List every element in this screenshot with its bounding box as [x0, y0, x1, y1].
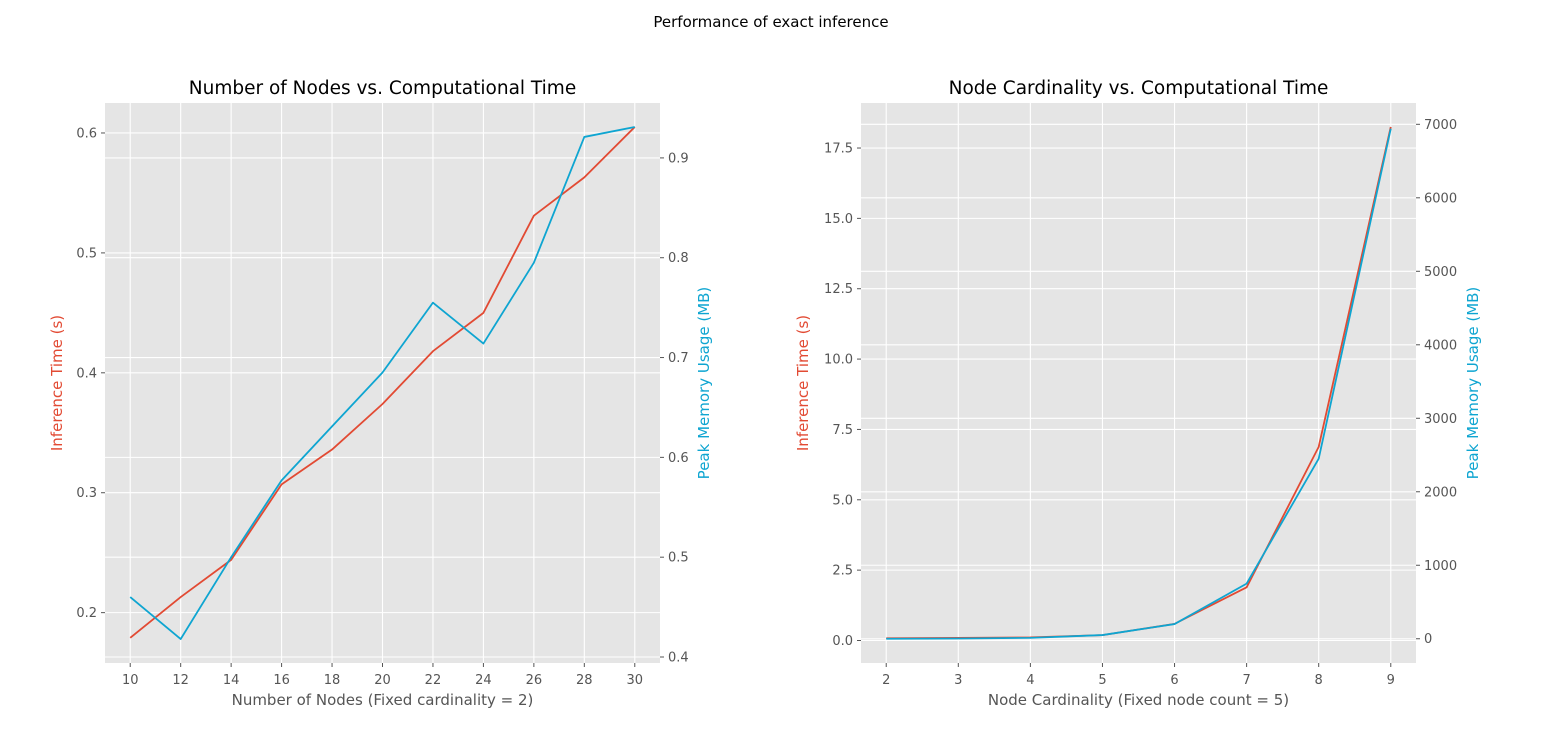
- x-tick-label: 9: [1387, 673, 1395, 688]
- x-tick-label: 16: [273, 673, 290, 688]
- y-left-tick-label: 10.0: [824, 353, 853, 368]
- x-tick-label: 6: [1170, 673, 1178, 688]
- y-right-tick-label: 2000: [1424, 485, 1457, 500]
- x-tick-label: 7: [1242, 673, 1250, 688]
- x-tick-label: 20: [374, 673, 391, 688]
- peak-memory-line: [129, 126, 635, 640]
- x-tick-label: 28: [576, 673, 593, 688]
- y-left-tick-label: 12.5: [824, 282, 853, 297]
- x-tick-label: 4: [1026, 673, 1034, 688]
- y-right-tick-label: 6000: [1424, 191, 1457, 206]
- y-left-axis-label: Inference Time (s): [48, 315, 66, 451]
- x-tick-label: 8: [1315, 673, 1323, 688]
- y-right-tick-label: 0.9: [668, 151, 689, 166]
- x-tick-label: 24: [475, 673, 492, 688]
- y-left-tick-label: 0.5: [76, 246, 97, 261]
- y-right-tick-label: 0.4: [668, 651, 689, 666]
- chart-1: 10 12 14 16 18 20 22 24 26 28 30 0.2 0.3 0.4 0.5 0.6 0.4…: [48, 78, 713, 709]
- x-tick-label: 5: [1098, 673, 1106, 688]
- y-left-tick-label: 7.5: [832, 423, 853, 438]
- chart-title: Number of Nodes vs. Computational Time: [189, 78, 576, 99]
- y-left-tick-label: 0.0: [832, 634, 853, 649]
- x-tick-label: 10: [122, 673, 139, 688]
- inference-time-line: [129, 126, 636, 639]
- y-left-tick-label: 5.0: [832, 493, 853, 508]
- x-tick-label: 3: [954, 673, 962, 688]
- x-axis-label: Node Cardinality (Fixed node count = 5): [988, 691, 1289, 709]
- peak-memory-line: [886, 128, 1392, 640]
- y-left-tick-label: 0.4: [76, 366, 97, 381]
- y-right-axis-label: Peak Memory Usage (MB): [695, 287, 713, 480]
- x-tick-label: 2: [882, 673, 890, 688]
- grid: [105, 103, 660, 663]
- chart-title: Node Cardinality vs. Computational Time: [949, 78, 1329, 99]
- x-tick-label: 22: [425, 673, 442, 688]
- x-tick-label: 12: [172, 673, 189, 688]
- y-left-tick-label: 0.2: [76, 606, 97, 621]
- x-tick-label: 26: [526, 673, 543, 688]
- x-tick-label: 18: [324, 673, 341, 688]
- figure-suptitle: Performance of exact inference: [653, 13, 888, 31]
- x-tick-label: 30: [626, 673, 643, 688]
- y-right-tick-label: 0.5: [668, 551, 689, 566]
- y-right-tick-label: 0.6: [668, 451, 689, 466]
- y-right-tick-label: 0: [1424, 632, 1432, 647]
- y-right-tick-label: 7000: [1424, 118, 1457, 133]
- y-left-tick-label: 2.5: [832, 564, 853, 579]
- y-right-tick-label: 1000: [1424, 559, 1457, 574]
- y-left-tick-label: 15.0: [824, 212, 853, 227]
- x-tick-label: 14: [223, 673, 240, 688]
- y-right-tick-label: 0.7: [668, 351, 689, 366]
- y-left-tick-label: 0.3: [76, 486, 97, 501]
- y-right-tick-label: 5000: [1424, 265, 1457, 280]
- y-right-axis-label: Peak Memory Usage (MB): [1464, 287, 1482, 480]
- y-right-tick-label: 4000: [1424, 338, 1457, 353]
- y-right-tick-label: 3000: [1424, 412, 1457, 427]
- y-left-tick-label: 17.5: [824, 142, 853, 157]
- x-axis-label: Number of Nodes (Fixed cardinality = 2): [232, 691, 534, 709]
- y-right-tick-label: 0.8: [668, 251, 689, 266]
- chart-2: 2 3 4 5 6 7 8 9 0.0 2.5 5.0 7.5 10.0 12.5 15.0 17.5 0 100…: [794, 78, 1482, 709]
- y-left-tick-label: 0.6: [76, 126, 97, 141]
- y-left-axis-label: Inference Time (s): [794, 315, 812, 451]
